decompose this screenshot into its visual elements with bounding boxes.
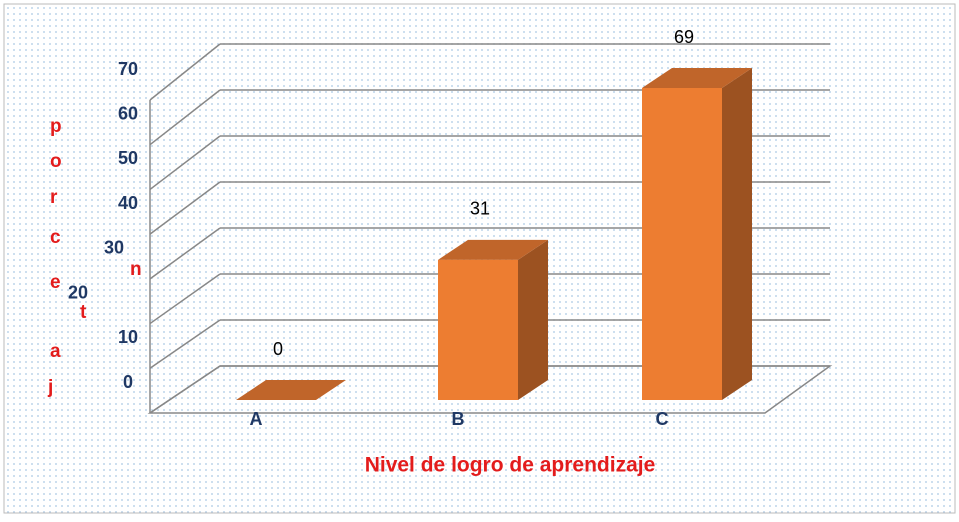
y-tick-label: 10: [118, 327, 138, 347]
bar-face: [642, 88, 722, 400]
grid-line-side: [149, 273, 221, 325]
y-tick-label: 20: [68, 282, 88, 302]
bar: [236, 380, 346, 400]
grid-line-side: [149, 89, 221, 146]
grid-line-side: [149, 43, 221, 101]
grid-line-side: [149, 135, 221, 191]
y-tick-label: 70: [118, 59, 138, 79]
x-tick-label: B: [452, 409, 465, 429]
bar-face: [438, 259, 518, 400]
grid-line-side: [149, 181, 221, 235]
data-label: 69: [674, 27, 694, 47]
x-axis-label: Nivel de logro de aprendizaje: [365, 454, 656, 477]
bar-face: [722, 68, 752, 400]
grid-line-side: [149, 319, 221, 369]
x-tick-label: C: [656, 409, 669, 429]
grid-line-side: [149, 365, 221, 414]
y-axis-label: p o r c en t a j: [47, 116, 142, 398]
y-tick-label: 50: [118, 148, 138, 168]
data-label: 31: [470, 199, 490, 219]
bar-face: [518, 239, 548, 400]
bar-face: [236, 380, 346, 400]
x-tick-label: A: [250, 409, 263, 429]
y-tick-label: 60: [118, 103, 138, 123]
grid-line-side: [149, 227, 221, 280]
bar: [642, 68, 752, 400]
data-label: 0: [273, 339, 283, 359]
bar-face: [438, 239, 548, 260]
y-tick-label: 30: [104, 238, 124, 258]
y-tick-label: 40: [118, 193, 138, 213]
bar: [438, 239, 548, 400]
bar-face: [642, 68, 752, 88]
y-tick-label: 0: [123, 372, 133, 392]
